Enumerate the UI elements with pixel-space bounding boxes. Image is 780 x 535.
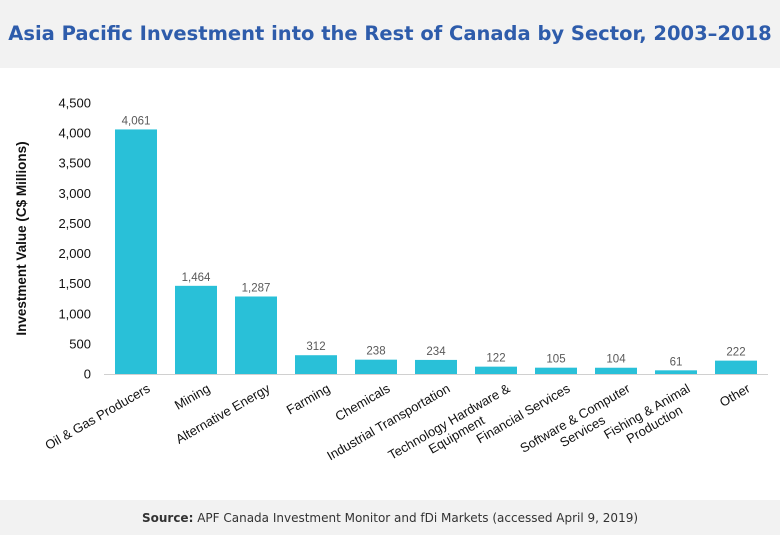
source-note: Source: APF Canada Investment Monitor an… xyxy=(0,511,780,525)
y-tick-label: 4,000 xyxy=(58,126,91,141)
y-tick-label: 2,500 xyxy=(58,216,91,231)
y-tick-label: 0 xyxy=(84,367,91,382)
category-label-line: Oil & Gas Producers xyxy=(42,380,153,452)
bar-chart: Investment Value (C$ Millions) 0 500 1,000 1… xyxy=(14,96,768,463)
bar xyxy=(115,129,157,374)
data-label: 4,061 xyxy=(122,115,151,127)
bar xyxy=(655,370,697,374)
category-label: Farming xyxy=(284,381,333,418)
source-label: Source: xyxy=(141,511,194,525)
category-label: Other xyxy=(717,380,753,410)
bar xyxy=(235,296,277,374)
category-label-line: Mining xyxy=(172,381,213,413)
bar xyxy=(535,367,577,374)
bar xyxy=(295,355,337,374)
bar xyxy=(475,366,517,374)
category-label: Mining xyxy=(172,381,213,413)
y-axis-label: Investment Value (C$ Millions) xyxy=(14,141,29,335)
source-band xyxy=(0,500,780,535)
category-label-line: Other xyxy=(717,380,753,410)
data-label: 61 xyxy=(670,356,683,368)
data-label: 234 xyxy=(426,346,446,358)
y-tick-label: 1,500 xyxy=(58,276,91,291)
y-tick-label: 3,000 xyxy=(58,186,91,201)
data-label: 312 xyxy=(306,341,325,353)
bar xyxy=(595,367,637,374)
title-band xyxy=(0,0,780,68)
bar xyxy=(175,285,217,374)
y-tick-label: 4,500 xyxy=(58,96,91,111)
y-tick-label: 3,500 xyxy=(58,156,91,171)
data-label: 222 xyxy=(726,347,745,359)
data-label: 105 xyxy=(546,354,565,366)
source-text: APF Canada Investment Monitor and fDi Ma… xyxy=(193,511,639,525)
bar xyxy=(415,359,457,374)
data-label: 238 xyxy=(366,346,385,358)
data-label: 1,464 xyxy=(182,272,211,284)
category-label: Oil & Gas Producers xyxy=(42,380,153,452)
chart-title: Asia Pacific Investment into the Rest of… xyxy=(8,22,772,45)
category-label-line: Farming xyxy=(284,381,333,418)
category-label-line: Software & Computer xyxy=(517,380,633,455)
data-label: 122 xyxy=(486,353,505,365)
y-tick-label: 1,000 xyxy=(58,306,91,321)
bar xyxy=(715,360,757,374)
y-tick-label: 2,000 xyxy=(58,246,91,261)
y-tick-label: 500 xyxy=(69,336,91,351)
data-label: 104 xyxy=(606,354,626,366)
bar xyxy=(355,359,397,374)
data-label: 1,287 xyxy=(242,282,271,294)
